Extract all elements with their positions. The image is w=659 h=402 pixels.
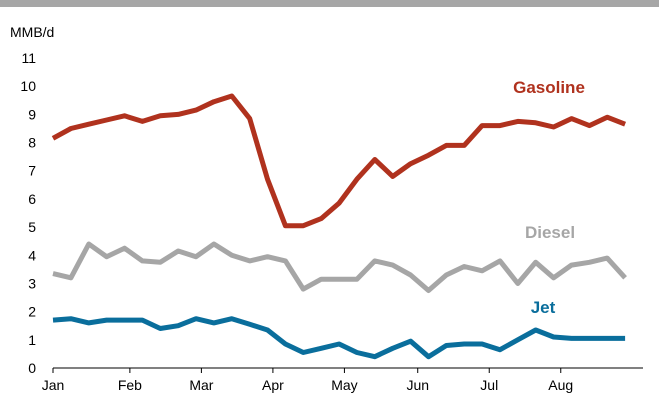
x-axis: Jan Feb Mar Apr May Jun Jul Aug bbox=[42, 367, 643, 393]
y-tick-label: 9 bbox=[28, 106, 36, 122]
y-tick-label: 4 bbox=[28, 247, 36, 263]
series-lines bbox=[51, 93, 627, 360]
x-tick-label: May bbox=[331, 377, 357, 393]
y-tick-label: 11 bbox=[21, 50, 36, 66]
y-tick-label: 1 bbox=[28, 332, 36, 348]
series-line-diesel bbox=[52, 241, 627, 293]
y-tick-label: 10 bbox=[20, 78, 36, 94]
x-tick-label: Jul bbox=[480, 377, 498, 393]
y-tick-label: 8 bbox=[28, 135, 36, 151]
y-tick-label: 2 bbox=[28, 304, 36, 320]
y-tick-label: 6 bbox=[28, 191, 36, 207]
x-tick-label: Aug bbox=[548, 377, 573, 393]
series-label-diesel: Diesel bbox=[525, 223, 575, 242]
x-tick-label: Apr bbox=[262, 377, 284, 393]
y-tick-label: 3 bbox=[28, 275, 36, 291]
y-tick-label: 5 bbox=[28, 219, 36, 235]
y-tick-label: 7 bbox=[28, 163, 36, 179]
y-axis-unit-label: MMB/d bbox=[10, 24, 54, 40]
x-tick-label: Jun bbox=[406, 377, 429, 393]
top-border-bar bbox=[0, 0, 659, 7]
series-line-gasoline bbox=[51, 93, 627, 229]
y-tick-label: 0 bbox=[28, 360, 36, 376]
series-label-jet: Jet bbox=[531, 298, 556, 317]
series-labels: Gasoline Diesel Jet bbox=[513, 78, 585, 317]
series-line-jet bbox=[52, 316, 626, 360]
x-tick-label: Jan bbox=[42, 377, 65, 393]
x-tick-label: Feb bbox=[118, 377, 142, 393]
x-tick-label: Mar bbox=[189, 377, 213, 393]
y-axis-tick-labels: 0 1 2 3 4 5 6 7 8 9 10 11 bbox=[20, 50, 36, 376]
series-label-gasoline: Gasoline bbox=[513, 78, 585, 97]
